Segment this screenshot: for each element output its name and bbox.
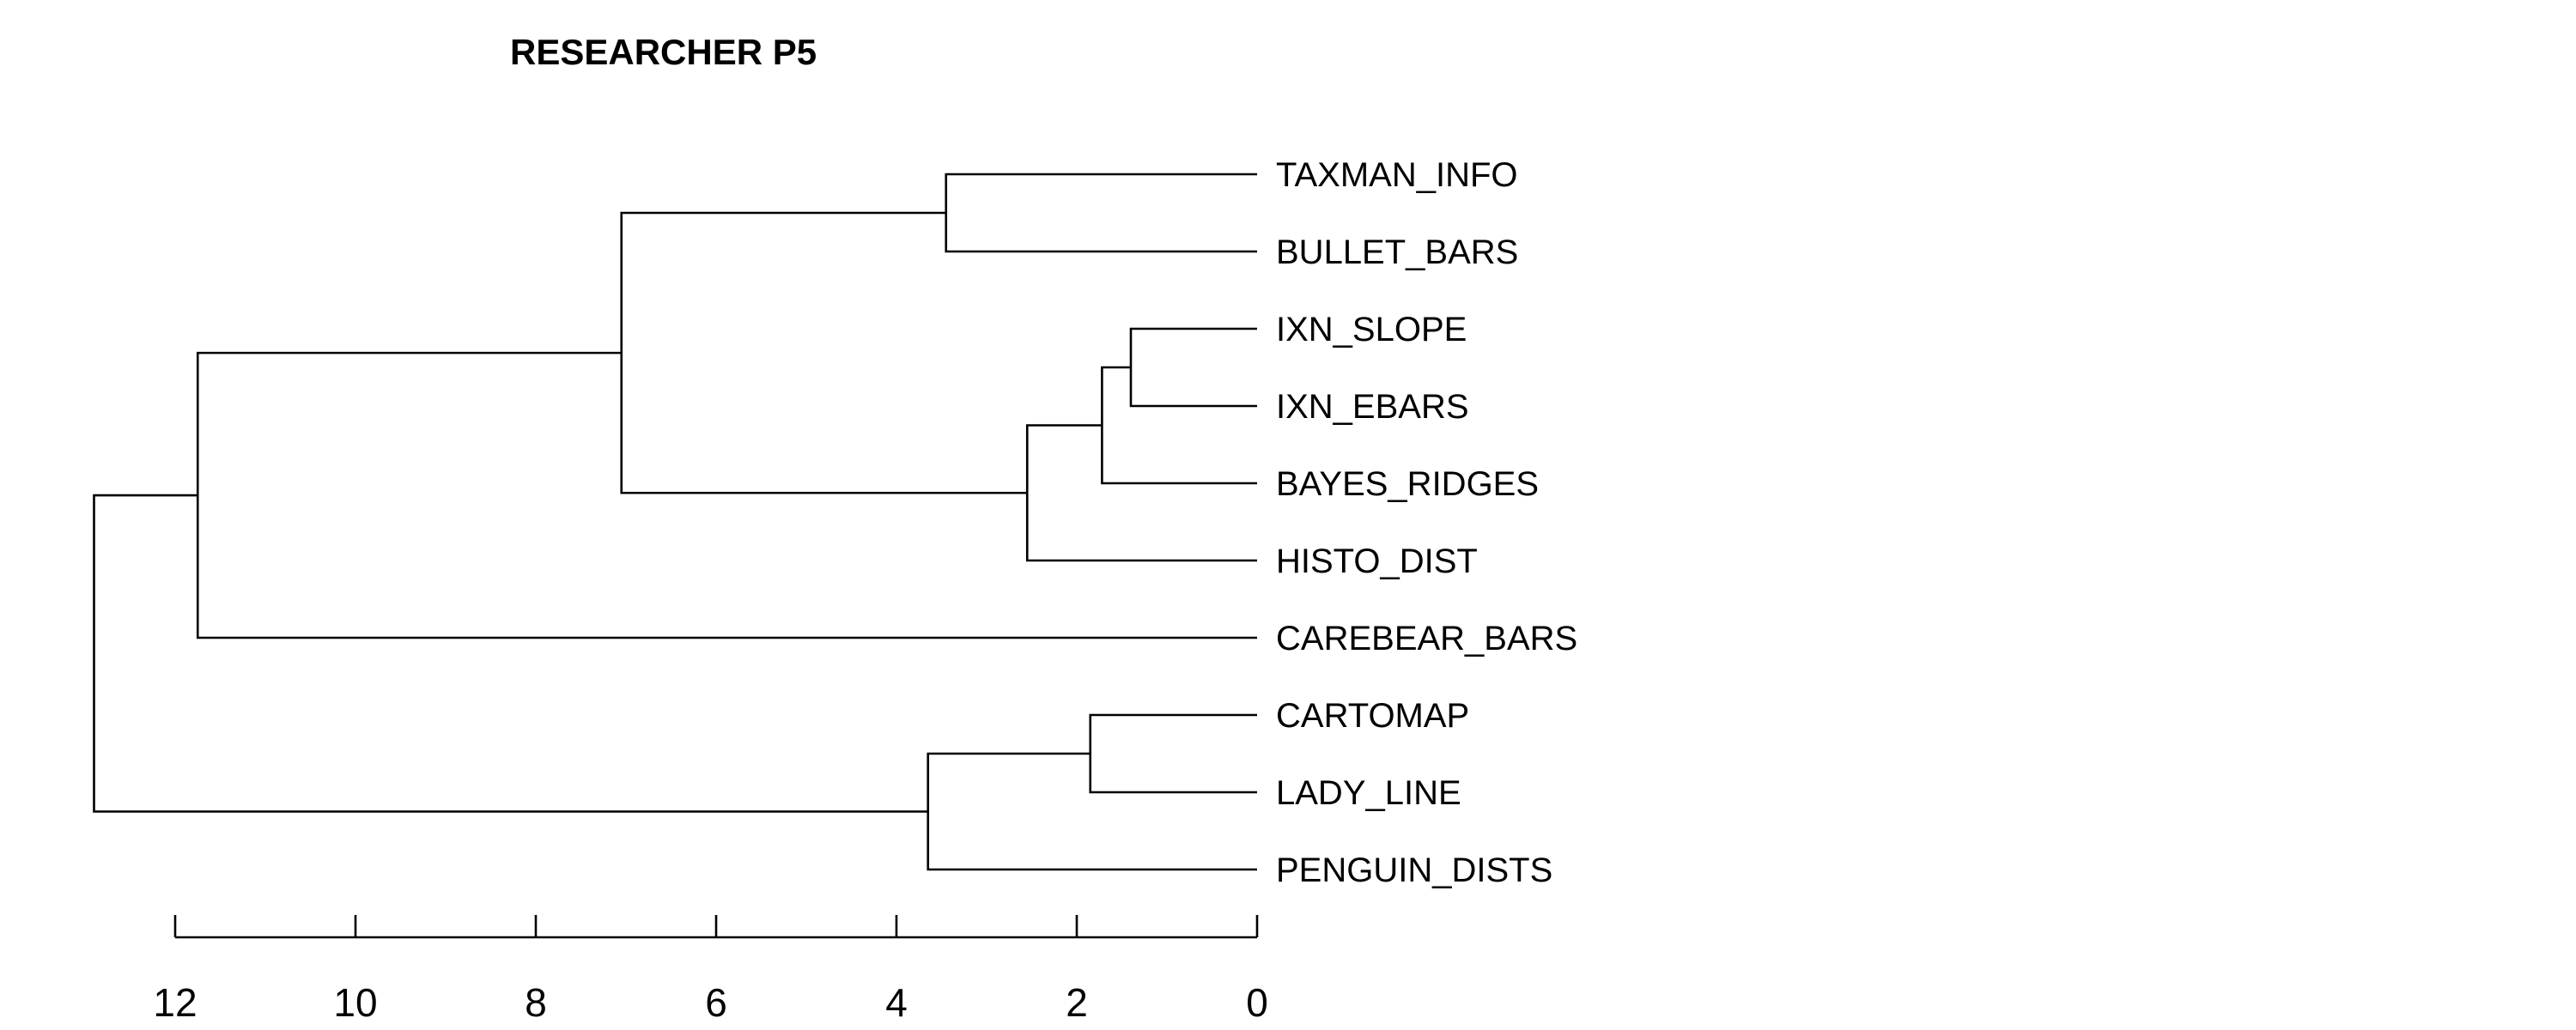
dendrogram-branch-6: [927, 752, 1257, 871]
dendrogram-branch-3: [1101, 366, 1257, 485]
dendrogram-branches: [93, 173, 1257, 871]
chart-title: RESEARCHER P5: [510, 32, 817, 72]
x-axis-tick-label-4: 4: [885, 980, 908, 1025]
dendrogram-branch-5: [945, 173, 1257, 253]
dendrogram-branch-2: [1089, 713, 1257, 794]
leaf-label-cartomap: CARTOMAP: [1276, 697, 1469, 735]
dendrogram-branch-8: [196, 351, 1257, 639]
leaf-label-ixn-slope: IXN_SLOPE: [1276, 311, 1467, 348]
leaf-label-lady-line: LADY_LINE: [1276, 774, 1461, 812]
x-axis-tick-label-6: 6: [705, 980, 727, 1025]
dendrogram-branch-4: [1025, 424, 1257, 562]
dendrogram-branch-1: [1129, 327, 1257, 408]
leaf-label-ixn-ebars: IXN_EBARS: [1276, 388, 1469, 426]
x-axis: 12 10 8 6 4 2 0: [153, 915, 1268, 1025]
x-axis-tick-label-8: 8: [525, 980, 547, 1025]
x-axis-tick-label-10: 10: [333, 980, 377, 1025]
leaf-label-carebear-bars: CAREBEAR_BARS: [1276, 620, 1577, 657]
leaf-label-bayes-ridges: BAYES_RIDGES: [1276, 465, 1539, 503]
leaf-label-penguin-dists: PENGUIN_DISTS: [1276, 851, 1552, 889]
leaf-label-bullet-bars: BULLET_BARS: [1276, 233, 1518, 271]
dendrogram-branch-7: [620, 211, 1028, 494]
leaf-label-histo-dist: HISTO_DIST: [1276, 542, 1478, 580]
x-axis-tick-label-2: 2: [1066, 980, 1088, 1025]
x-axis-tick-label-12: 12: [153, 980, 197, 1025]
leaf-label-taxman-info: TAXMAN_INFO: [1276, 156, 1518, 194]
leaf-labels: TAXMAN_INFO BULLET_BARS IXN_SLOPE IXN_EBARS…: [1276, 156, 1577, 889]
x-axis-tick-label-0: 0: [1246, 980, 1268, 1025]
dendrogram-branch-9: [93, 494, 928, 813]
